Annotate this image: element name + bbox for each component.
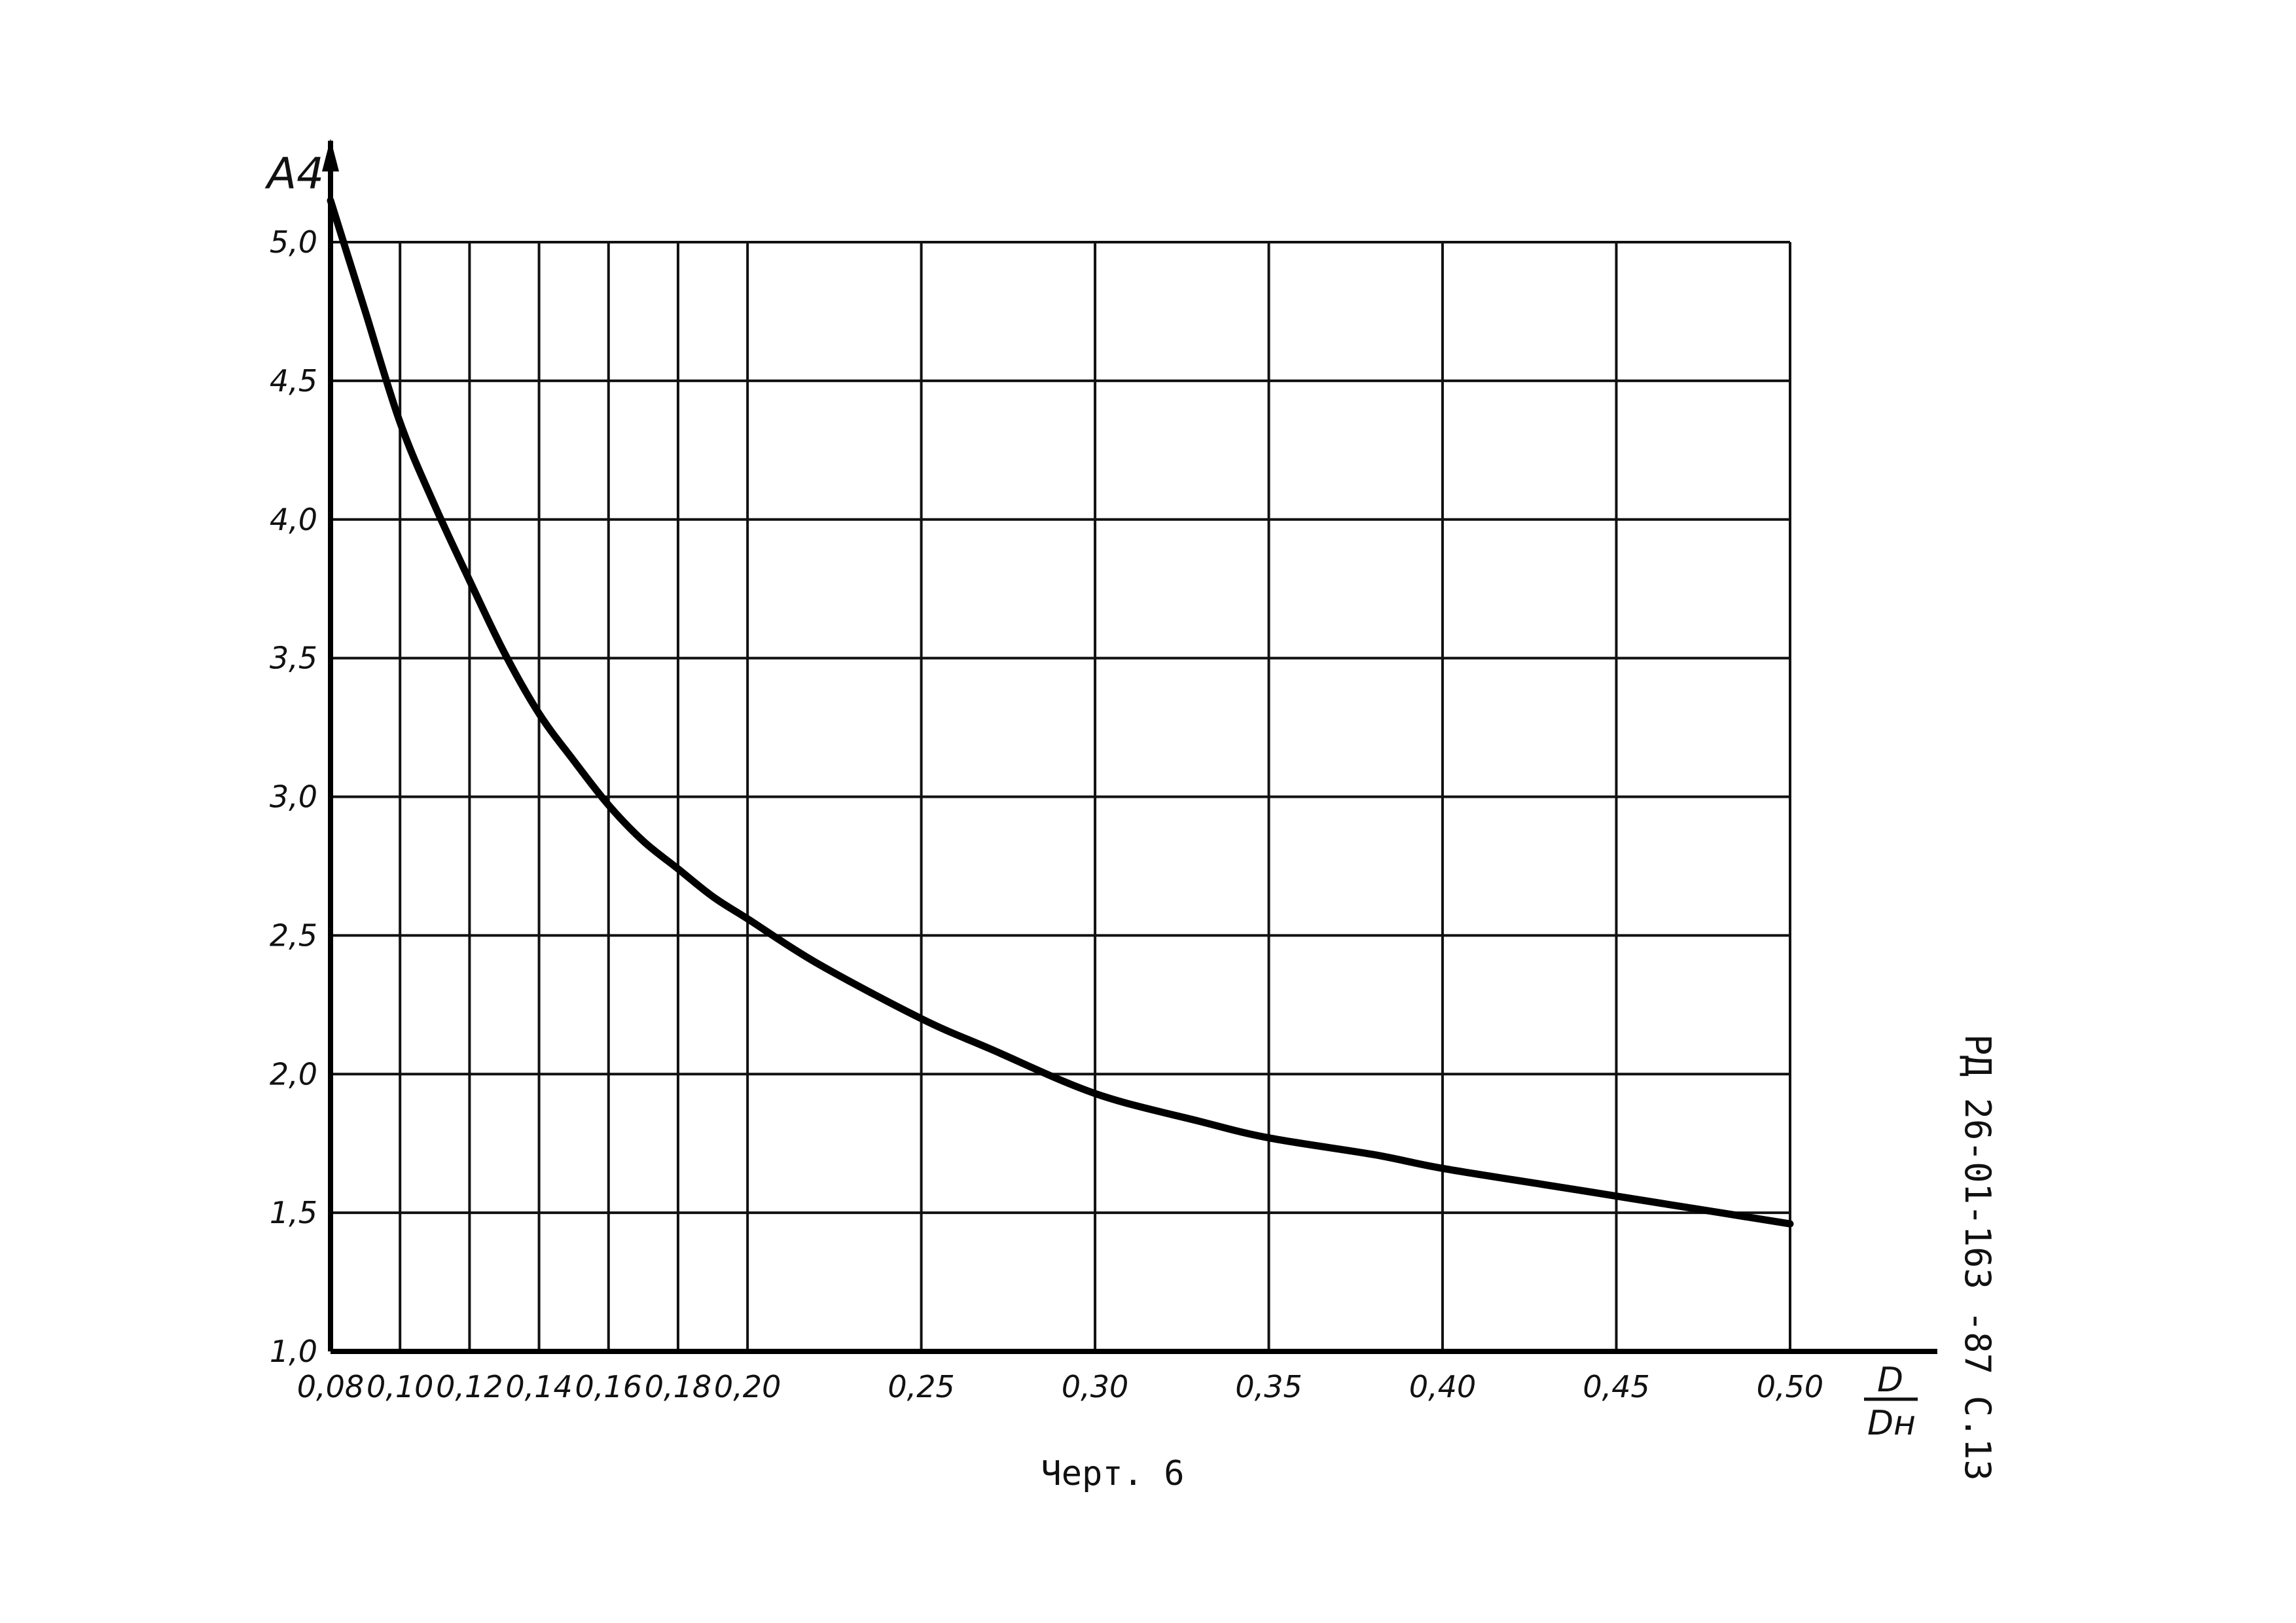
x-tick-label: 0,45 — [1583, 1369, 1649, 1404]
y-tick-label: 2,0 — [270, 1056, 317, 1092]
x-tick-label: 0,30 — [1062, 1369, 1128, 1404]
series-line — [327, 196, 1794, 1228]
figure-caption: Черт. 6 — [1041, 1454, 1185, 1493]
x-tick-labels: 0,08 0,10 0,12 0,14 0,16 0,18 0,20 0,25 0,30 0,35… — [297, 1369, 1823, 1404]
y-tick-label: 1,5 — [270, 1195, 317, 1230]
x-tick-label: 0,18 — [645, 1369, 711, 1404]
x-tick-label: 0,08 — [297, 1369, 364, 1404]
y-tick-label: 3,0 — [270, 779, 317, 815]
y-tick-label: 5,0 — [270, 224, 317, 260]
y-axis-arrow — [322, 139, 339, 171]
grid — [331, 241, 1791, 1351]
y-tick-label: 4,5 — [270, 363, 317, 399]
x-tick-label: 0,14 — [505, 1369, 572, 1404]
document-code: РД 26-01-163 -87 С.13 — [1957, 1034, 1998, 1481]
x-tick-label: 0,40 — [1409, 1369, 1476, 1404]
y-tick-label: 1,0 — [270, 1334, 317, 1369]
y-tick-label: 4,0 — [270, 502, 317, 537]
x-tick-label: 0,35 — [1235, 1369, 1302, 1404]
x-tick-label: 0,10 — [367, 1369, 433, 1404]
x-tick-label: 0,25 — [888, 1369, 954, 1404]
y-tick-label: 3,5 — [270, 641, 317, 676]
x-axis-title-numerator: D — [1877, 1361, 1903, 1400]
x-tick-label: 0,50 — [1757, 1369, 1823, 1404]
y-tick-label: 2,5 — [270, 918, 317, 953]
y-axis-title: A4 — [264, 149, 324, 199]
x-tick-label: 0,16 — [575, 1369, 642, 1404]
y-tick-labels: 1,0 1,5 2,0 2,5 3,0 3,5 4,0 4,5 5,0 — [270, 224, 317, 1369]
x-axis-title: D Dн — [1864, 1361, 1918, 1443]
x-tick-label: 0,20 — [714, 1369, 781, 1404]
axes — [322, 139, 1937, 1354]
x-axis-title-denominator: Dн — [1867, 1404, 1916, 1443]
x-tick-label: 0,12 — [436, 1369, 503, 1404]
